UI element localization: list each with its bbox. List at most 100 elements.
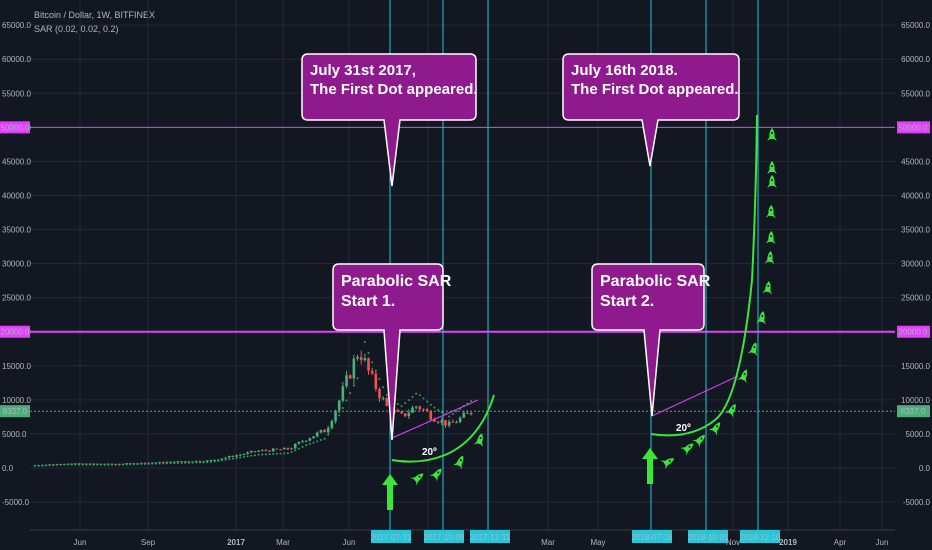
rocket-icon: [410, 473, 424, 486]
x-tick-label: Jun: [343, 538, 356, 547]
candle-body: [466, 412, 469, 414]
rocket-window: [753, 346, 756, 349]
sar-dot: [294, 449, 297, 452]
sar-dot: [415, 392, 418, 395]
sar-dot: [367, 351, 370, 354]
candle-body: [286, 447, 290, 450]
candle-body: [304, 440, 308, 442]
sar-dot: [239, 456, 242, 459]
sar-dot: [396, 403, 399, 406]
rocket-window: [437, 471, 440, 474]
rocket-fin: [715, 429, 718, 436]
candle-body: [279, 449, 282, 451]
x-tick-label: 2019: [779, 538, 797, 547]
sar-dot: [448, 415, 451, 418]
sar-dot: [261, 453, 264, 456]
sar-dot: [253, 454, 256, 457]
sar-dot: [169, 462, 172, 465]
sar-dot: [349, 392, 352, 395]
candle-body: [198, 460, 202, 462]
x-tick-label: Sep: [141, 538, 156, 547]
sar-dot: [180, 461, 183, 464]
callout-text-line: Start 2.: [600, 293, 654, 310]
sar-dot: [143, 462, 146, 465]
sar-dot: [308, 442, 311, 445]
date-badge: [424, 530, 464, 543]
arrow-shaft: [647, 458, 653, 484]
sar-dot: [140, 463, 143, 466]
y-tick-label-right: 55000.0: [901, 89, 930, 98]
sar-dot: [272, 452, 275, 455]
x-tick-label: Jun: [876, 538, 889, 547]
rocket-window: [716, 425, 719, 428]
sar-dot: [92, 463, 95, 466]
sar-dot: [154, 462, 157, 465]
sar-dot: [209, 460, 212, 463]
candle-body: [194, 460, 198, 462]
rocket-icon: [660, 458, 675, 470]
callout-first-dot-2017: July 31st 2017, The First Dot appeared.: [301, 53, 478, 187]
chart-title: Bitcoin / Dollar, 1W, BITFINEX: [34, 10, 156, 20]
sar-dot: [158, 462, 161, 465]
candle-body: [169, 461, 172, 463]
rocket-fin: [410, 477, 416, 480]
sar-dot: [191, 461, 194, 464]
sar-dot: [312, 441, 315, 444]
sar-dot: [407, 398, 410, 401]
sar-dot: [429, 403, 432, 406]
rocket-fin: [754, 350, 758, 357]
candle-body: [209, 460, 213, 462]
sar-dot: [400, 405, 403, 408]
candle-body: [220, 458, 224, 460]
sar-dot: [224, 458, 227, 461]
date-badge-label: 2017-10-09: [424, 533, 465, 542]
candle-body: [161, 461, 165, 463]
candle-body: [246, 452, 249, 454]
candle-body: [268, 450, 271, 452]
sar-dot: [268, 453, 271, 456]
candle-body: [341, 386, 345, 401]
sar-dot: [378, 377, 381, 380]
sar-dot: [246, 455, 249, 458]
sar-dot: [404, 402, 407, 405]
parabolic-curve-2: [650, 114, 758, 437]
sar-dot: [176, 461, 179, 464]
y-tick-label-right: 25000.0: [901, 294, 930, 303]
date-badge: [632, 530, 672, 543]
callout-text-line: Parabolic SAR: [341, 273, 452, 290]
date-badge: [740, 530, 780, 543]
sar-dot: [305, 444, 308, 447]
date-badge-label: 2017-12-11: [470, 533, 511, 542]
sar-dot: [286, 452, 289, 455]
rocket-body: [432, 468, 442, 479]
level-badge-left: [0, 121, 30, 134]
sar-dot: [70, 463, 73, 466]
rocket-body: [683, 443, 694, 453]
callout-box: [301, 53, 477, 187]
candle-body: [275, 448, 279, 450]
rocket-icon: [708, 422, 721, 436]
y-tick-label-right: -5000.0: [903, 498, 931, 507]
rocket-window: [459, 459, 462, 462]
candle-body: [451, 421, 455, 423]
rocket-fin: [774, 183, 777, 188]
sar-dot: [330, 427, 333, 430]
x-tick-label: Apr: [834, 538, 847, 547]
sar-dot: [198, 461, 201, 464]
sar-dot: [275, 452, 278, 455]
candle-body: [378, 389, 381, 399]
rocket-icon: [767, 128, 777, 141]
sar-dot: [426, 400, 429, 403]
indicator-label: SAR (0.02, 0.02, 0.2): [34, 24, 119, 34]
sar-dot: [341, 406, 344, 409]
rocket-window: [732, 407, 734, 410]
sar-dot: [297, 447, 300, 450]
sar-dot: [323, 437, 326, 440]
angle-label-1: 20º: [422, 447, 437, 458]
rocket-fin: [763, 319, 766, 325]
candle-body: [315, 432, 319, 437]
level-badge-left: [0, 325, 30, 338]
sar-dot: [41, 464, 44, 467]
candle-body: [403, 413, 407, 417]
